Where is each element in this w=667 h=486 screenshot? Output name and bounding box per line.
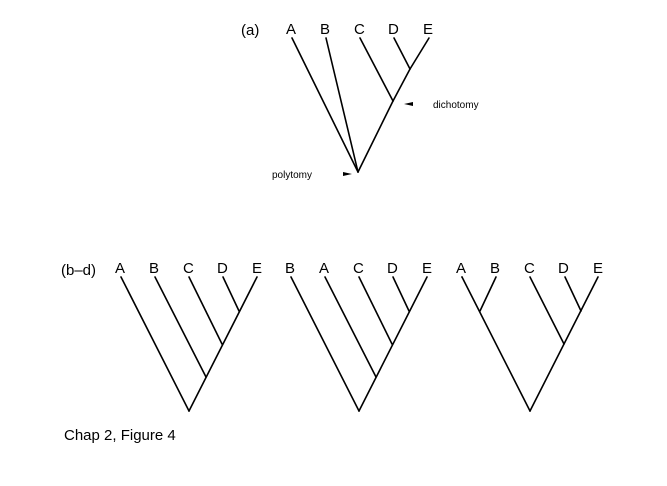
tree-b-branches <box>120 276 258 412</box>
tree-d: A B C D E <box>456 260 603 412</box>
branch-e <box>409 37 430 70</box>
tree-c-taxon-4: D <box>387 260 398 277</box>
panel-a-taxon-5: E <box>423 21 433 38</box>
tree-c-taxon-3: C <box>353 260 364 277</box>
tree-c-taxon-5: E <box>422 260 432 277</box>
panel-a-taxon-3: C <box>354 21 365 38</box>
tree-b-taxon-3: C <box>183 260 194 277</box>
branch-internal-de <box>392 68 411 102</box>
tree-d-taxon-3: C <box>524 260 535 277</box>
branch-c <box>359 37 394 102</box>
tree-b-taxon-5: E <box>252 260 262 277</box>
polytomy-arrow-icon <box>343 172 352 176</box>
panel-a-taxon-2: B <box>320 21 330 38</box>
tree-d-taxon-1: A <box>456 260 466 277</box>
tree-b-taxon-1: A <box>115 260 125 277</box>
tree-d-taxon-5: E <box>593 260 603 277</box>
tree-c-taxon-2: A <box>319 260 329 277</box>
tree-c-taxon-1: B <box>285 260 295 277</box>
branch-internal <box>357 100 394 173</box>
panel-a-taxon-4: D <box>388 21 399 38</box>
dichotomy-annotation: dichotomy <box>433 100 479 111</box>
panel-a-tree-branches <box>291 37 430 173</box>
tree-d-taxon-2: B <box>490 260 500 277</box>
tree-c: B A C D E <box>285 260 432 412</box>
panels-bd-label: (b–d) <box>61 262 96 279</box>
polytomy-annotation: polytomy <box>272 170 312 181</box>
dichotomy-arrow-icon <box>404 102 413 106</box>
panel-a: (a) A B C D E dichotomy polytomy <box>241 21 479 181</box>
tree-d-branches <box>461 276 599 412</box>
panel-a-label: (a) <box>241 22 259 39</box>
branch-a <box>291 37 359 173</box>
tree-b-taxon-4: D <box>217 260 228 277</box>
tree-b-taxon-2: B <box>149 260 159 277</box>
branch-b <box>325 37 359 173</box>
tree-b: A B C D E <box>115 260 262 412</box>
panel-a-taxon-1: A <box>286 21 296 38</box>
branch-d <box>393 37 411 70</box>
figure-caption: Chap 2, Figure 4 <box>64 427 176 444</box>
tree-c-branches <box>290 276 428 412</box>
tree-d-taxon-4: D <box>558 260 569 277</box>
